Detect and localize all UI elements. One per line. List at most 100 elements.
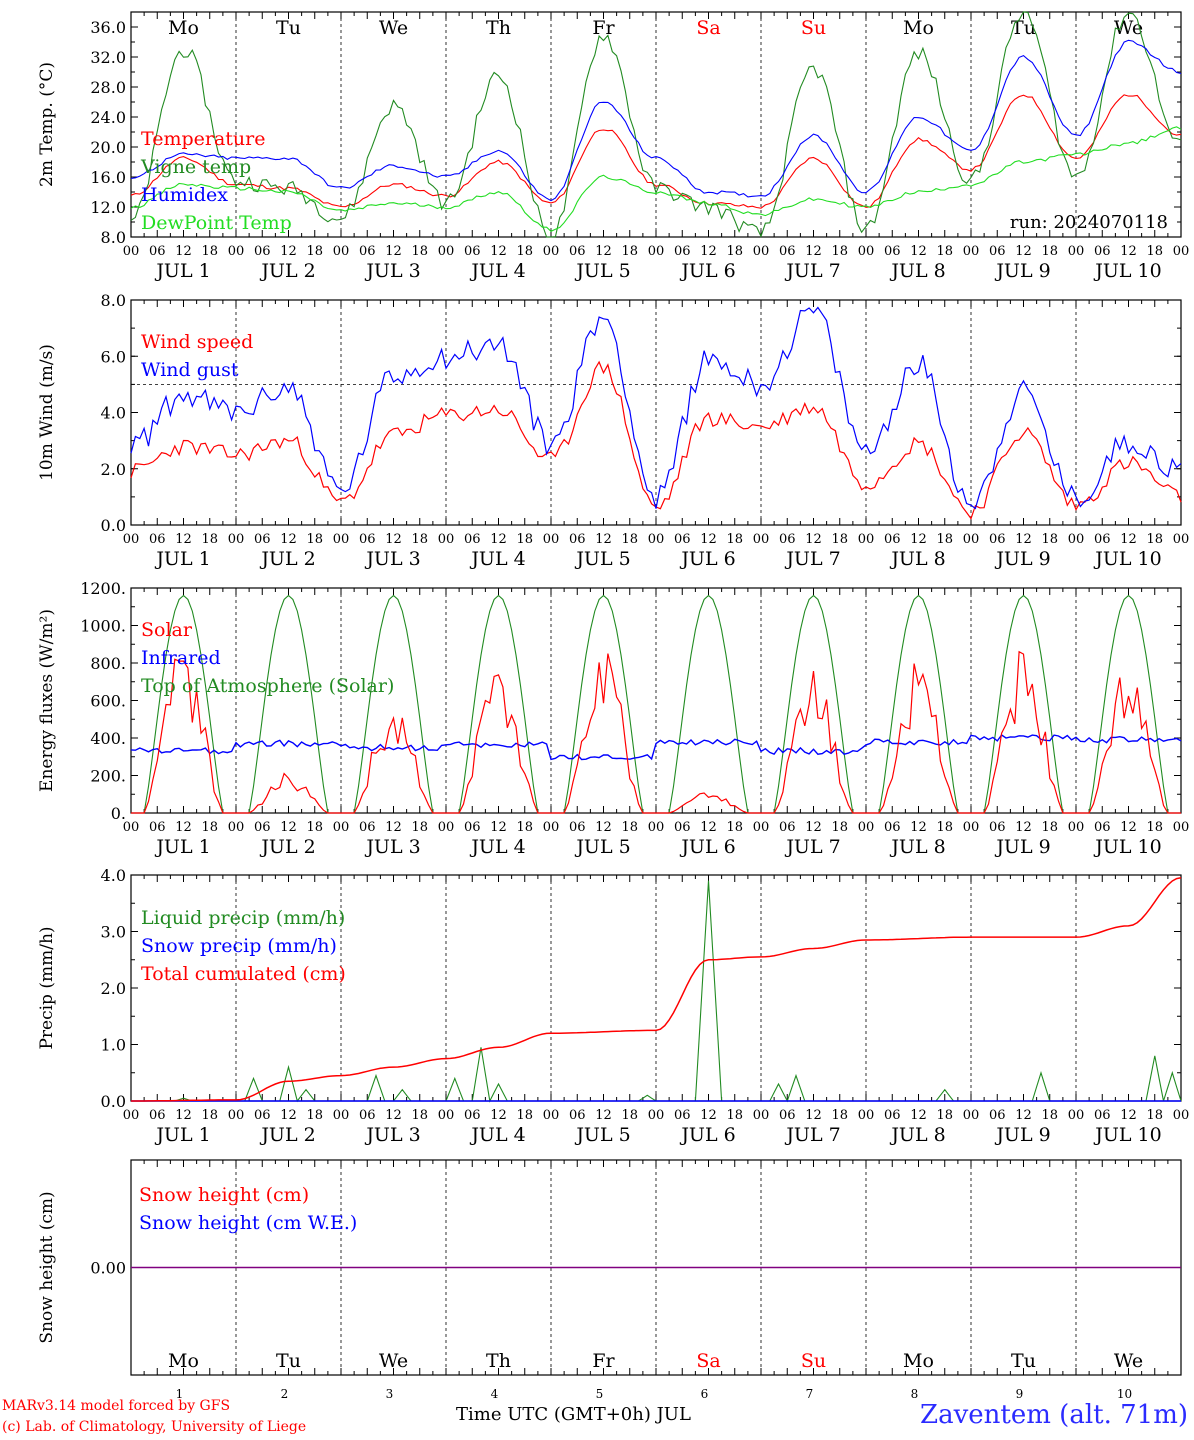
hour-tick-label: 06 (1094, 244, 1111, 259)
hour-tick-label: 18 (726, 820, 743, 835)
hour-tick-label: 12 (280, 532, 297, 547)
y-tick-label: 800. (90, 654, 126, 673)
hour-tick-label: 06 (254, 532, 271, 547)
hour-tick-label: 18 (306, 532, 323, 547)
meteogram: 8.012.016.020.024.028.032.036.02m Temp. … (37, 11, 1190, 1400)
date-label: JUL 5 (574, 836, 630, 858)
day-number-label: 8 (911, 1387, 919, 1400)
hour-tick-label: 12 (910, 244, 927, 259)
hour-tick-label: 00 (1068, 244, 1085, 259)
date-label: JUL 5 (574, 260, 630, 282)
series-line (130, 39, 1182, 202)
date-label: JUL 7 (784, 260, 840, 282)
date-label: JUL 8 (889, 260, 945, 282)
hour-tick-label: 00 (963, 532, 980, 547)
day-name: Sa (696, 17, 720, 39)
date-label: JUL 10 (1093, 1124, 1161, 1146)
hour-tick-label: 06 (779, 820, 796, 835)
day-number-label: 7 (806, 1387, 814, 1400)
date-label: JUL 3 (364, 836, 420, 858)
hour-tick-label: 12 (910, 1108, 927, 1123)
hour-tick-label: 00 (543, 244, 560, 259)
hour-tick-label: 06 (569, 820, 586, 835)
hour-tick-label: 00 (1173, 244, 1190, 259)
hour-tick-label: 06 (779, 244, 796, 259)
hour-tick-label: 12 (700, 820, 717, 835)
hour-tick-label: 18 (411, 820, 428, 835)
hour-tick-label: 12 (385, 1108, 402, 1123)
hour-tick-label: 00 (1173, 532, 1190, 547)
hour-tick-label: 06 (674, 1108, 691, 1123)
series-line (130, 126, 1182, 232)
y-tick-label: 0. (111, 804, 126, 823)
legend-entry: Snow height (cm) (139, 1184, 309, 1206)
hour-tick-label: 12 (910, 820, 927, 835)
hour-tick-label: 12 (595, 820, 612, 835)
date-label: JUL 5 (574, 548, 630, 570)
day-name: Tu (1011, 1350, 1036, 1372)
date-label: JUL 1 (154, 836, 210, 858)
date-label: JUL 9 (994, 836, 1050, 858)
hour-tick-label: 18 (726, 244, 743, 259)
hour-tick-label: 18 (411, 244, 428, 259)
hour-tick-label: 18 (1041, 1108, 1058, 1123)
hour-tick-label: 00 (543, 1108, 560, 1123)
date-label: JUL 8 (889, 1124, 945, 1146)
hour-tick-label: 06 (359, 532, 376, 547)
hour-tick-label: 18 (831, 1108, 848, 1123)
hour-tick-label: 12 (595, 1108, 612, 1123)
day-number-label: 4 (491, 1387, 499, 1400)
date-label: JUL 10 (1093, 836, 1161, 858)
hour-tick-label: 18 (201, 532, 218, 547)
lab-credit: (c) Lab. of Climatology, University of L… (2, 1419, 307, 1435)
hour-tick-label: 06 (1094, 820, 1111, 835)
y-tick-label: 200. (90, 767, 126, 786)
hour-tick-label: 18 (201, 244, 218, 259)
series-line (131, 650, 1181, 814)
hour-tick-label: 12 (1015, 532, 1032, 547)
date-label: JUL 7 (784, 1124, 840, 1146)
y-tick-label: 600. (90, 692, 126, 711)
hour-tick-label: 12 (595, 532, 612, 547)
hour-tick-label: 06 (569, 532, 586, 547)
hour-tick-label: 00 (228, 244, 245, 259)
y-tick-label: 24.0 (90, 108, 126, 127)
date-label: JUL 7 (784, 836, 840, 858)
y-tick-label: 32.0 (90, 48, 126, 67)
hour-tick-label: 18 (201, 1108, 218, 1123)
hour-tick-label: 12 (175, 820, 192, 835)
hour-tick-label: 18 (831, 532, 848, 547)
hour-tick-label: 06 (989, 820, 1006, 835)
hour-tick-label: 12 (385, 244, 402, 259)
date-label: JUL 2 (259, 1124, 315, 1146)
legend-entry: Snow height (cm W.E.) (139, 1212, 357, 1234)
date-label: JUL 9 (994, 260, 1050, 282)
hour-tick-label: 18 (936, 820, 953, 835)
hour-tick-label: 18 (516, 820, 533, 835)
hour-tick-label: 00 (648, 1108, 665, 1123)
hour-tick-label: 06 (674, 820, 691, 835)
hour-tick-label: 12 (700, 244, 717, 259)
hour-tick-label: 06 (359, 1108, 376, 1123)
day-name: Fr (592, 17, 615, 39)
y-tick-label: 12.0 (90, 198, 126, 217)
panel-5: 0.00 Snow height (cm) Mo Tu We Th Fr Sa Su Mo Tu We… (37, 1159, 1182, 1400)
hour-tick-label: 12 (805, 532, 822, 547)
series-line (130, 734, 1182, 761)
day-name: We (1114, 17, 1143, 39)
hour-tick-label: 06 (779, 1108, 796, 1123)
y-tick-label: 0.0 (101, 1092, 126, 1111)
hour-tick-label: 00 (648, 820, 665, 835)
date-label: JUL 10 (1093, 260, 1161, 282)
hour-tick-label: 18 (1041, 244, 1058, 259)
date-label: JUL 7 (784, 548, 840, 570)
y-tick-label: 28.0 (90, 78, 126, 97)
legend-entry: Wind gust (141, 359, 239, 381)
y-axis-label: 10m Wind (m/s) (37, 344, 57, 481)
hour-tick-label: 00 (123, 820, 140, 835)
date-label: JUL 3 (364, 260, 420, 282)
day-name: Fr (592, 1350, 615, 1372)
day-name: Mo (903, 1350, 934, 1372)
hour-tick-label: 00 (963, 1108, 980, 1123)
date-label: JUL 3 (364, 548, 420, 570)
